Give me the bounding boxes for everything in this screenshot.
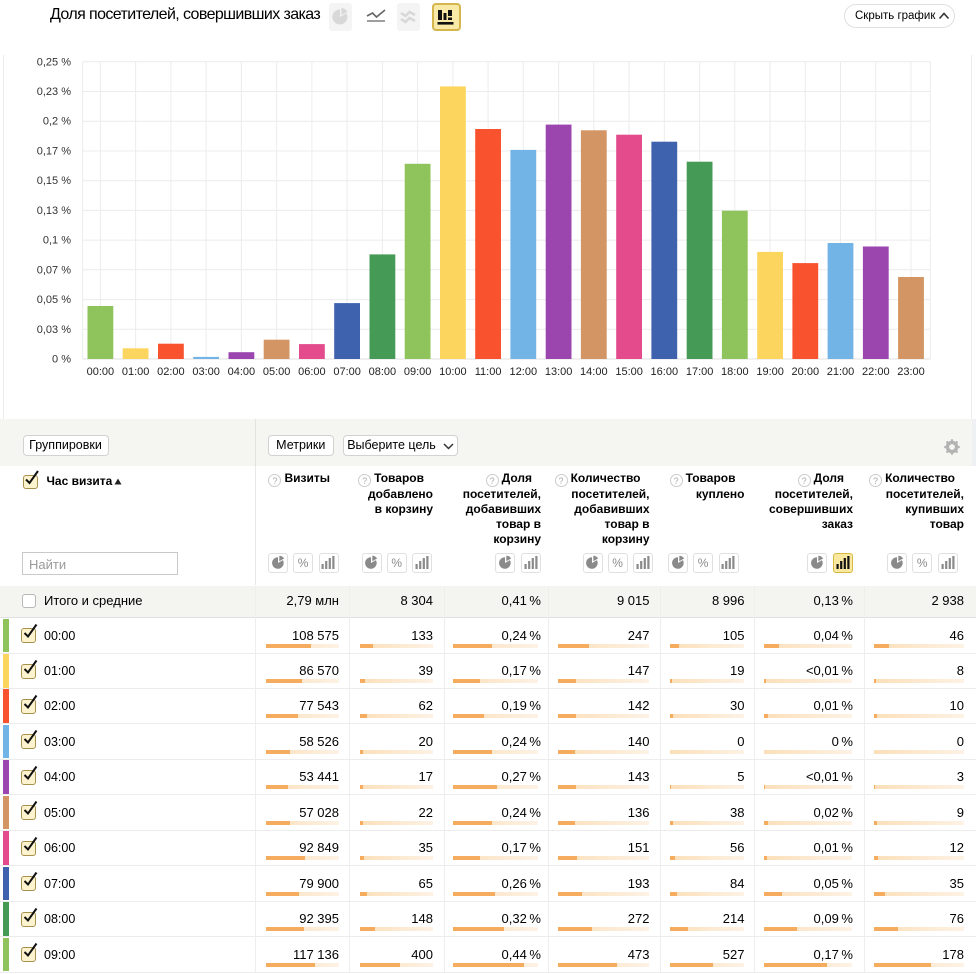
svg-text:11:00: 11:00	[475, 366, 502, 378]
svg-text:17:00: 17:00	[686, 366, 714, 378]
svg-text:14:00: 14:00	[580, 366, 608, 378]
svg-text:09:00: 09:00	[404, 366, 432, 378]
svg-text:04:00: 04:00	[228, 366, 256, 378]
svg-text:02:00: 02:00	[157, 366, 185, 378]
svg-text:22:00: 22:00	[862, 366, 890, 378]
svg-text:0,25 %: 0,25 %	[37, 56, 71, 68]
svg-text:0,2 %: 0,2 %	[43, 116, 71, 128]
svg-text:0,17 %: 0,17 %	[37, 146, 71, 158]
svg-text:0 %: 0 %	[52, 354, 71, 366]
svg-text:05:00: 05:00	[263, 366, 291, 378]
svg-text:12:00: 12:00	[510, 366, 538, 378]
svg-text:20:00: 20:00	[792, 366, 820, 378]
svg-text:01:00: 01:00	[122, 366, 150, 378]
svg-text:08:00: 08:00	[369, 366, 397, 378]
svg-text:0,15 %: 0,15 %	[37, 175, 71, 187]
svg-text:13:00: 13:00	[545, 366, 573, 378]
svg-text:0,1 %: 0,1 %	[43, 235, 71, 247]
svg-text:21:00: 21:00	[827, 366, 855, 378]
svg-text:0,07 %: 0,07 %	[37, 264, 71, 276]
svg-text:19:00: 19:00	[756, 366, 784, 378]
svg-text:0,13 %: 0,13 %	[37, 205, 71, 217]
svg-text:06:00: 06:00	[298, 366, 326, 378]
svg-text:03:00: 03:00	[192, 366, 220, 378]
svg-text:00:00: 00:00	[87, 366, 115, 378]
svg-text:0,05 %: 0,05 %	[37, 294, 71, 306]
svg-text:18:00: 18:00	[721, 366, 749, 378]
svg-text:0,23 %: 0,23 %	[37, 86, 71, 98]
svg-text:10:00: 10:00	[439, 366, 467, 378]
svg-text:15:00: 15:00	[615, 366, 643, 378]
svg-text:07:00: 07:00	[333, 366, 361, 378]
svg-text:0,03 %: 0,03 %	[37, 324, 71, 336]
svg-text:23:00: 23:00	[897, 366, 925, 378]
svg-text:16:00: 16:00	[651, 366, 679, 378]
